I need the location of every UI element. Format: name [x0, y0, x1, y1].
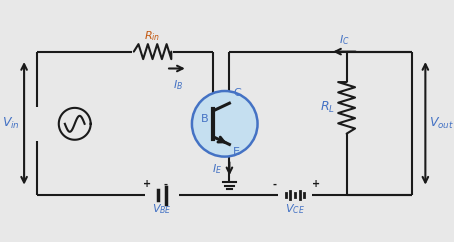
Text: $V_{CE}$: $V_{CE}$ — [285, 203, 305, 216]
Text: B: B — [201, 114, 209, 124]
Circle shape — [192, 91, 257, 157]
Text: +: + — [311, 179, 320, 189]
Text: E: E — [233, 147, 240, 157]
Text: $R_L$: $R_L$ — [321, 100, 336, 115]
Text: $I_E$: $I_E$ — [212, 162, 222, 176]
Text: -: - — [163, 179, 168, 189]
Text: $V_{in}$: $V_{in}$ — [2, 116, 20, 131]
Text: C: C — [233, 88, 241, 98]
Text: -: - — [272, 179, 276, 189]
Text: $V_{BE}$: $V_{BE}$ — [152, 203, 172, 216]
Text: $R_{in}$: $R_{in}$ — [144, 29, 161, 43]
Text: $I_C$: $I_C$ — [339, 33, 350, 47]
Text: +: + — [143, 179, 151, 189]
Text: $V_{out}$: $V_{out}$ — [429, 116, 454, 131]
Text: $I_B$: $I_B$ — [173, 78, 183, 92]
